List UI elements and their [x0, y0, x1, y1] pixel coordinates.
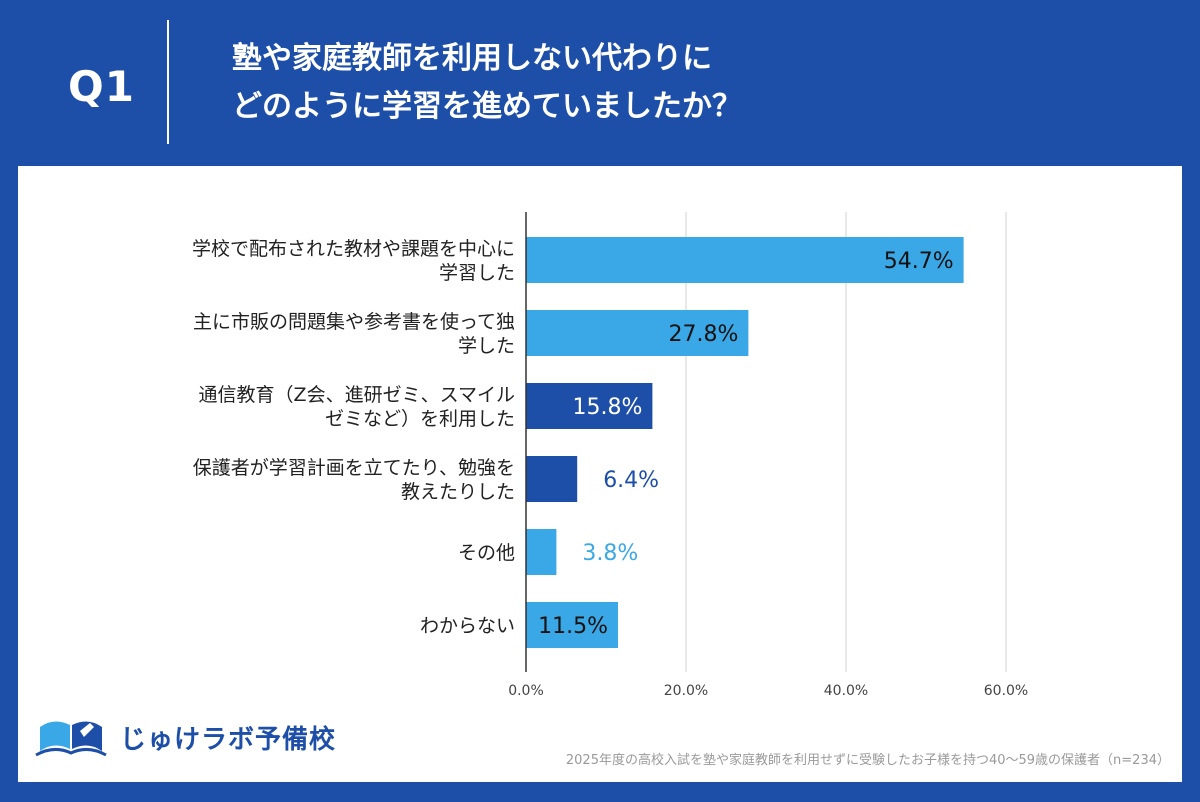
x-tick-label: 40.0%: [824, 683, 868, 699]
bar-chart: 0.0% 20.0% 40.0% 60.0% 54.7% 学校で配布された教材や課題を中心…: [192, 212, 1028, 699]
chart-card: 0.0% 20.0% 40.0% 60.0% 54.7% 学校で配布された教材や課題を中心…: [18, 166, 1182, 782]
question-title-line1: 塾や家庭教師を利用しない代わりに: [232, 41, 712, 76]
category-label: その他: [458, 542, 515, 564]
category-label: 通信教育（Z会、進研ゼミ、スマイル: [199, 384, 515, 406]
category-label: 教えたりした: [401, 481, 515, 503]
x-tick-label: 0.0%: [508, 683, 544, 699]
bar: [526, 529, 557, 575]
header: Q1 塾や家庭教師を利用しない代わりに どのように学習を進めていましたか？: [0, 0, 1200, 166]
data-label: 54.7%: [884, 249, 954, 274]
category-label: 学習した: [439, 262, 515, 284]
category-label: 保護者が学習計画を立てたり、勉強を: [193, 457, 515, 479]
header-divider: [167, 20, 169, 144]
logo: じゅけラボ予備校: [32, 711, 335, 766]
logo-text: じゅけラボ予備校: [120, 725, 337, 755]
bar: [526, 237, 964, 283]
question-title-line2: どのように学習を進めていましたか？: [232, 89, 742, 124]
data-label: 3.8%: [582, 541, 638, 566]
data-label: 27.8%: [669, 322, 739, 347]
x-tick-label: 20.0%: [664, 683, 708, 699]
question-number: Q1: [68, 62, 135, 111]
bar: [526, 602, 618, 648]
data-label: 6.4%: [603, 468, 659, 493]
bar: [526, 383, 653, 429]
x-tick-label: 60.0%: [984, 683, 1028, 699]
category-label: わからない: [420, 615, 515, 637]
question-title: 塾や家庭教師を利用しない代わりに どのように学習を進めていましたか？: [232, 35, 742, 131]
category-label: ゼミなど）を利用した: [325, 408, 515, 430]
bar: [526, 310, 749, 356]
survey-note: 2025年度の高校入試を塾や家庭教師を利用せずに受験したお子様を持つ40〜59歳…: [565, 753, 1170, 768]
category-label: 学した: [458, 335, 515, 357]
data-label: 11.5%: [538, 614, 608, 639]
category-label: 主に市販の問題集や参考書を使って独: [193, 311, 515, 333]
data-label: 15.8%: [573, 395, 643, 420]
book-logo-icon: [35, 721, 107, 757]
bar: [526, 456, 578, 502]
category-label: 学校で配布された教材や課題を中心に: [192, 238, 515, 260]
